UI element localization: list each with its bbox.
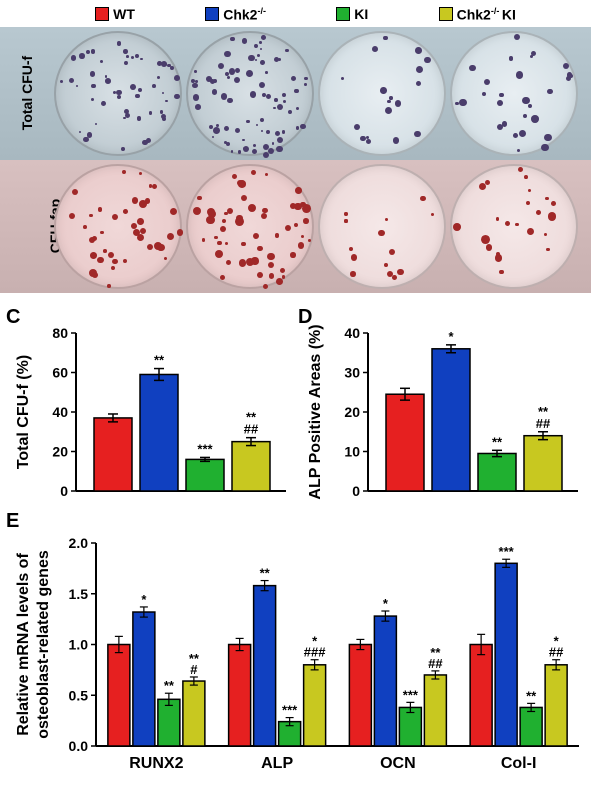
legend-label: KI [354, 6, 368, 22]
svg-text:osteoblast-related genes: osteoblast-related genes [35, 550, 52, 739]
svg-text:60: 60 [52, 364, 68, 380]
svg-text:1.5: 1.5 [69, 585, 89, 601]
chart-c: 020406080*****##**Total CFU-f (%) [4, 305, 296, 505]
svg-text:**: ** [246, 409, 257, 424]
svg-text:0.0: 0.0 [69, 738, 89, 754]
svg-text:**: ** [526, 688, 537, 703]
svg-text:80: 80 [52, 325, 68, 341]
svg-text:Col-I: Col-I [501, 755, 537, 772]
bar-chart-cfu: 020406080*****##**Total CFU-f (%) [4, 305, 296, 505]
svg-text:20: 20 [344, 404, 360, 420]
culture-dish [450, 31, 578, 156]
svg-text:40: 40 [344, 325, 360, 341]
svg-text:*: * [383, 596, 389, 611]
culture-dish [54, 31, 182, 156]
legend-item-wt: WT [95, 6, 135, 22]
svg-text:**: ** [430, 645, 441, 660]
culture-dish [318, 164, 446, 289]
chart-e: 0.00.51.01.52.0***#**RUNX2*****###*ALP**… [0, 505, 591, 780]
svg-text:**: ** [189, 651, 200, 666]
svg-text:**: ** [164, 678, 175, 693]
legend: WT Chk2-/- KI Chk2-/- KI [0, 0, 591, 27]
culture-dish [318, 31, 446, 156]
svg-text:2.0: 2.0 [69, 535, 89, 551]
svg-text:**: ** [154, 352, 165, 367]
svg-text:ALP: ALP [261, 755, 293, 772]
bar-chart-alp: 010203040***##**ALP Positive Areas (%) [296, 305, 588, 505]
svg-text:1.0: 1.0 [69, 636, 89, 652]
svg-text:40: 40 [52, 404, 68, 420]
svg-text:***: *** [403, 687, 419, 702]
svg-text:**: ** [538, 403, 549, 418]
svg-text:***: *** [499, 544, 515, 559]
svg-text:*: * [448, 329, 454, 344]
culture-dish [186, 31, 314, 156]
legend-label: WT [113, 6, 135, 22]
svg-text:***: *** [282, 702, 298, 717]
svg-text:20: 20 [52, 443, 68, 459]
row-label-a: Total CFU-f [19, 56, 35, 130]
legend-swatch [336, 7, 350, 21]
svg-text:0: 0 [352, 483, 360, 499]
legend-swatch [205, 7, 219, 21]
svg-text:ALP Positive Areas (%): ALP Positive Areas (%) [307, 324, 324, 499]
svg-text:**: ** [260, 565, 271, 580]
svg-text:0.5: 0.5 [69, 687, 89, 703]
dish-row-a: Total CFU-f [0, 27, 591, 160]
culture-dish [186, 164, 314, 289]
culture-dish [450, 164, 578, 289]
svg-text:0: 0 [60, 483, 68, 499]
legend-item-chk2: Chk2-/- [205, 6, 266, 23]
legend-swatch [95, 7, 109, 21]
svg-text:RUNX2: RUNX2 [129, 755, 183, 772]
chart-d: 010203040***##**ALP Positive Areas (%) [296, 305, 588, 505]
legend-item-ki: KI [336, 6, 368, 22]
legend-label: Chk2-/- KI [457, 6, 516, 23]
svg-text:Relative mRNA levels of: Relative mRNA levels of [15, 552, 32, 735]
dish-row-b: CFU-fap [0, 160, 591, 293]
svg-text:**: ** [492, 434, 503, 449]
svg-text:30: 30 [344, 364, 360, 380]
svg-text:OCN: OCN [380, 755, 416, 772]
legend-label: Chk2-/- [223, 6, 266, 23]
svg-text:Total CFU-f (%): Total CFU-f (%) [15, 354, 32, 468]
grouped-bar-chart-mrna: 0.00.51.01.52.0***#**RUNX2*****###*ALP**… [0, 515, 591, 780]
svg-text:*: * [141, 592, 147, 607]
legend-item-chk2ki: Chk2-/- KI [439, 6, 516, 23]
culture-dish [54, 164, 182, 289]
svg-text:***: *** [197, 441, 213, 456]
svg-text:10: 10 [344, 443, 360, 459]
legend-swatch [439, 7, 453, 21]
